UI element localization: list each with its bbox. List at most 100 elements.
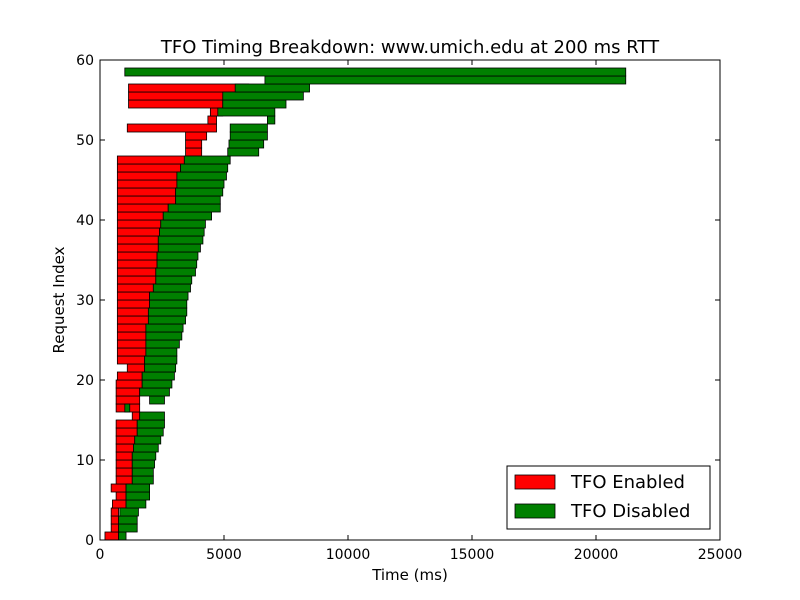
tfo-enabled-bar — [128, 99, 224, 109]
tfo-enabled-bar — [110, 507, 120, 517]
tfo-enabled-bar — [185, 131, 208, 141]
tfo-enabled-bar — [115, 467, 133, 477]
tfo-disabled-bar — [125, 499, 147, 509]
tfo-disabled-bar — [222, 99, 287, 109]
tfo-enabled-bar — [116, 283, 154, 293]
tfo-disabled-bar — [227, 147, 260, 157]
tfo-enabled-bar — [116, 219, 162, 229]
chart-title: TFO Timing Breakdown: www.umich.edu at 2… — [160, 37, 660, 58]
tfo-enabled-bar — [116, 299, 151, 309]
tfo-enabled-bar — [116, 291, 151, 301]
tfo-disabled-bar — [124, 67, 627, 77]
tfo-enabled-bar — [115, 379, 143, 389]
tfo-enabled-bar — [207, 115, 217, 125]
tfo-disabled-bar — [176, 171, 227, 181]
x-axis-label: Time (ms) — [371, 566, 448, 584]
y-tick-label: 40 — [76, 213, 94, 229]
tfo-enabled-bar — [185, 139, 203, 149]
tfo-disabled-bar — [149, 395, 165, 405]
tfo-enabled-bar — [112, 499, 127, 509]
tfo-disabled-bar — [136, 419, 165, 429]
y-tick-label: 10 — [76, 453, 94, 469]
tfo-enabled-bar — [116, 315, 149, 325]
tfo-enabled-bar — [116, 355, 146, 365]
tfo-disabled-bar — [144, 363, 177, 373]
tfo-enabled-bar — [116, 323, 147, 333]
tfo-enabled-bar — [128, 83, 250, 93]
tfo-disabled-bar — [131, 475, 154, 485]
y-tick-label: 50 — [76, 133, 94, 149]
tfo-enabled-bar — [116, 347, 147, 357]
tfo-disabled-bar — [162, 211, 213, 221]
tfo-enabled-bar — [116, 187, 177, 197]
tfo-disabled-bar — [118, 531, 127, 541]
tfo-disabled-bar — [264, 75, 627, 85]
legend-label-disabled: TFO Disabled — [570, 501, 690, 522]
y-tick-label: 30 — [76, 293, 94, 309]
tfo-enabled-bar — [116, 339, 147, 349]
tfo-disabled-bar — [119, 507, 139, 517]
tfo-enabled-bar — [115, 419, 138, 429]
legend-swatch-enabled — [514, 474, 556, 490]
tfo-enabled-bar — [128, 91, 236, 101]
tfo-disabled-bar — [144, 355, 178, 365]
tfo-disabled-bar — [157, 235, 204, 245]
tfo-disabled-bar — [136, 427, 164, 437]
tfo-disabled-bar — [149, 291, 189, 301]
tfo-disabled-bar — [234, 83, 310, 93]
tfo-disabled-bar — [175, 187, 224, 197]
x-tick-label: 0 — [96, 547, 105, 563]
legend-label-enabled: TFO Enabled — [570, 472, 685, 493]
tfo-disabled-bar — [152, 283, 191, 293]
tfo-enabled-bar — [110, 515, 120, 525]
tfo-disabled-bar — [229, 131, 268, 141]
tfo-enabled-bar — [116, 179, 178, 189]
tfo-enabled-bar — [116, 307, 149, 317]
tfo-disabled-bar — [147, 315, 186, 325]
tfo-enabled-bar — [115, 387, 141, 397]
tfo-disabled-bar — [131, 467, 154, 477]
tfo-disabled-bar — [157, 243, 201, 253]
x-tick-label: 20000 — [574, 547, 619, 563]
tfo-disabled-bar — [156, 251, 199, 261]
tfo-disabled-bar — [118, 523, 138, 533]
tfo-disabled-bar — [167, 203, 221, 213]
tfo-disabled-bar — [228, 139, 265, 149]
tfo-enabled-bar — [104, 531, 119, 541]
tfo-enabled-bar — [115, 451, 133, 461]
tfo-enabled-bar — [115, 395, 141, 405]
tfo-disabled-bar — [156, 259, 198, 269]
tfo-disabled-bar — [145, 339, 180, 349]
tfo-enabled-bar — [115, 435, 136, 445]
tfo-enabled-bar — [116, 251, 158, 261]
tfo-enabled-bar — [116, 235, 159, 245]
tfo-enabled-bar — [116, 331, 147, 341]
tfo-disabled-bar — [155, 267, 196, 277]
tfo-disabled-bar — [176, 179, 225, 189]
tfo-disabled-bar — [125, 483, 151, 493]
tfo-disabled-bar — [183, 155, 231, 165]
x-tick-label: 25000 — [698, 547, 743, 563]
x-tick-label: 5000 — [206, 547, 242, 563]
legend-swatch-disabled — [514, 503, 556, 519]
tfo-disabled-bar — [145, 347, 178, 357]
tfo-enabled-bar — [116, 243, 159, 253]
tfo-disabled-bar — [134, 435, 162, 445]
tfo-enabled-bar — [115, 491, 127, 501]
tfo-disabled-bar — [175, 195, 221, 205]
y-axis-label: Request Index — [50, 246, 68, 353]
x-tick-label: 10000 — [326, 547, 371, 563]
tfo-disabled-bar — [159, 227, 205, 237]
tfo-enabled-bar — [115, 475, 133, 485]
legend: TFO Enabled TFO Disabled — [506, 465, 711, 530]
bars-layer — [104, 67, 627, 541]
tfo-enabled-bar — [131, 411, 141, 421]
tfo-disabled-bar — [149, 299, 188, 309]
tfo-disabled-bar — [145, 323, 184, 333]
tfo-disabled-bar — [160, 219, 206, 229]
tfo-enabled-bar — [115, 459, 133, 469]
tfo-enabled-bar — [110, 523, 120, 533]
y-tick-label: 20 — [76, 373, 94, 389]
tfo-disabled-bar — [180, 163, 229, 173]
